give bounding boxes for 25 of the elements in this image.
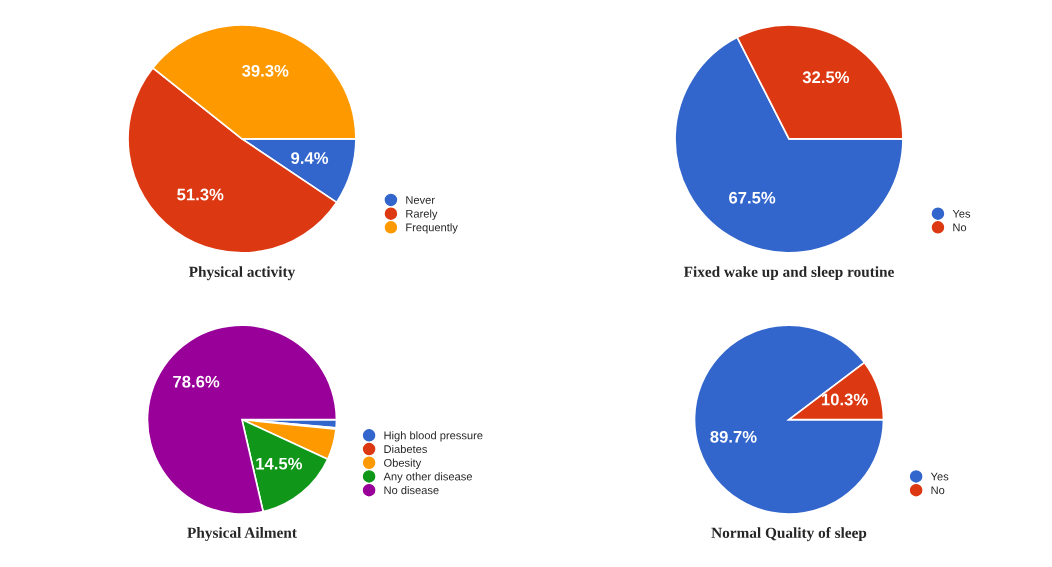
legend-label: Obesity (384, 458, 422, 469)
data-label: 78.6% (173, 375, 220, 388)
legend-label: Yes (952, 209, 971, 218)
data-label: 51.3% (177, 188, 224, 201)
legend-label: Diabetes (384, 444, 427, 454)
legend-label: Never (406, 196, 435, 204)
legend-label: No disease (384, 485, 439, 495)
legend-label: No (931, 486, 945, 495)
text: Fixed wake up and sleep routine (683, 266, 894, 281)
legend-label: No (953, 223, 967, 232)
legend-label: Any other disease (383, 472, 472, 483)
data-label: 9.4% (291, 152, 329, 164)
legend-label: Yes (930, 472, 949, 481)
data-label: 10.3% (821, 393, 868, 406)
legend-label: Rarely (406, 209, 438, 220)
text: Physical Ailment (187, 527, 297, 541)
text: Physical activity (188, 266, 296, 281)
data-label: 89.7% (710, 430, 757, 443)
legend-label: High blood pressure (384, 431, 483, 442)
data-label: 39.3% (242, 64, 289, 77)
data-label: 32.5% (802, 71, 850, 84)
text: Normal Quality of sleep (711, 527, 867, 542)
legend-label: Frequently (406, 223, 458, 234)
data-label: 67.5% (729, 191, 776, 204)
data-label: 14.5% (256, 457, 303, 470)
